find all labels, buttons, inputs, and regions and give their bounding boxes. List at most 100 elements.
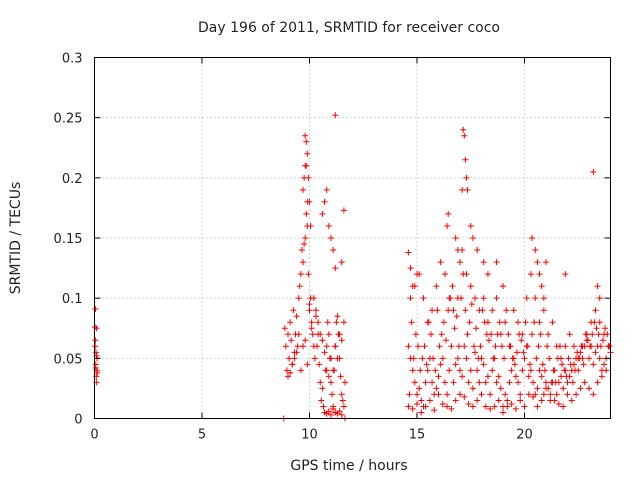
data-point xyxy=(435,373,442,380)
data-point xyxy=(302,235,309,241)
data-point xyxy=(407,295,414,302)
data-point xyxy=(296,283,303,290)
data-point xyxy=(492,343,499,350)
data-point xyxy=(530,379,537,386)
data-point xyxy=(580,361,587,368)
data-point xyxy=(448,343,455,350)
data-point xyxy=(336,408,343,415)
data-point xyxy=(474,397,481,404)
data-point xyxy=(559,361,566,368)
data-point xyxy=(300,343,307,350)
data-point xyxy=(324,319,331,326)
data-point xyxy=(525,373,532,380)
data-point xyxy=(489,307,496,314)
data-point xyxy=(416,385,423,392)
chart-title: Day 196 of 2011, SRMTID for receiver coc… xyxy=(198,20,500,36)
data-point xyxy=(552,379,559,386)
data-point xyxy=(601,361,608,368)
data-point xyxy=(590,168,597,175)
data-point xyxy=(308,319,315,326)
data-point xyxy=(561,367,568,374)
data-point xyxy=(538,397,545,404)
data-point xyxy=(490,355,497,362)
data-point xyxy=(333,319,340,326)
data-point xyxy=(340,207,347,214)
data-point xyxy=(424,367,431,374)
data-point xyxy=(330,405,337,412)
data-point xyxy=(421,343,428,350)
data-point xyxy=(558,373,565,380)
data-point xyxy=(443,337,450,344)
data-point xyxy=(422,403,429,410)
data-point xyxy=(540,307,547,314)
data-point xyxy=(534,385,541,392)
data-point xyxy=(562,271,569,278)
data-point xyxy=(444,403,451,410)
data-point xyxy=(309,331,316,338)
data-point xyxy=(532,247,539,254)
data-point xyxy=(302,337,309,344)
data-point xyxy=(312,307,319,314)
data-point xyxy=(480,361,487,368)
data-point xyxy=(461,393,468,400)
data-point xyxy=(92,305,99,312)
data-point xyxy=(433,283,440,290)
data-point xyxy=(538,283,545,290)
data-point xyxy=(526,361,533,368)
data-point xyxy=(329,391,336,398)
data-point xyxy=(509,355,516,362)
x-tick-label: 15 xyxy=(409,428,426,443)
data-point xyxy=(457,367,463,374)
data-point xyxy=(281,325,288,332)
data-point xyxy=(303,162,310,169)
data-point xyxy=(467,283,474,290)
data-point xyxy=(565,355,572,362)
data-point xyxy=(536,367,543,374)
data-point xyxy=(517,391,524,398)
data-point xyxy=(448,405,455,412)
x-tick-label: 0 xyxy=(90,428,98,443)
data-point xyxy=(493,295,500,302)
data-point xyxy=(564,379,571,386)
data-point xyxy=(491,403,498,410)
data-point xyxy=(454,295,461,302)
data-point xyxy=(508,401,515,408)
y-tick-label: 0.05 xyxy=(54,352,83,367)
data-point xyxy=(511,361,518,368)
x-tick-label: 5 xyxy=(198,428,206,443)
data-point xyxy=(506,379,513,386)
data-point xyxy=(332,112,339,119)
data-point xyxy=(521,355,528,362)
data-point xyxy=(340,403,347,410)
data-point xyxy=(332,343,339,350)
data-point xyxy=(496,319,503,326)
data-point xyxy=(577,385,584,392)
data-point xyxy=(420,295,427,302)
data-point xyxy=(444,222,451,229)
data-point xyxy=(287,369,294,376)
axis-ticks xyxy=(94,57,611,419)
data-point xyxy=(464,331,471,338)
y-axis-label: SRMTID / TECUs xyxy=(8,182,24,295)
data-point xyxy=(563,373,570,380)
data-point xyxy=(567,361,574,368)
data-point xyxy=(590,391,597,398)
data-point xyxy=(489,367,496,374)
data-point xyxy=(469,385,476,392)
data-point xyxy=(405,403,412,410)
data-point xyxy=(539,361,546,368)
data-point xyxy=(463,174,470,181)
data-point xyxy=(338,259,345,266)
data-point xyxy=(410,355,417,362)
data-point xyxy=(289,361,296,368)
data-point xyxy=(323,186,330,193)
data-point xyxy=(463,271,470,278)
data-point xyxy=(308,325,315,332)
data-point xyxy=(417,367,424,374)
data-point xyxy=(341,379,348,386)
data-point xyxy=(484,271,491,278)
data-point xyxy=(518,337,525,344)
data-point xyxy=(457,259,463,266)
data-point xyxy=(583,331,590,338)
data-point xyxy=(551,397,558,404)
